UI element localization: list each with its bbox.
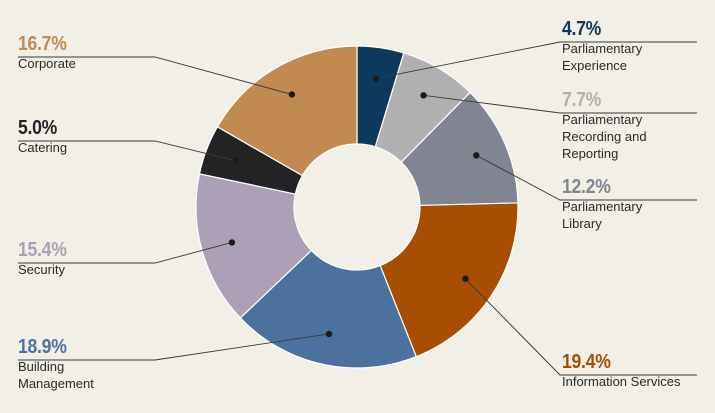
parliamentary-experience-percent: 4.7%: [562, 18, 602, 40]
parliamentary-experience-name: Parliamentary Experience: [562, 41, 643, 73]
leader-line: [18, 140, 236, 162]
label-security: 15.4% Security: [18, 239, 168, 278]
label-catering: 5.0% Catering: [18, 117, 168, 156]
parliamentary-recording-percent: 7.7%: [562, 89, 602, 111]
corporate-percent: 16.7%: [18, 33, 67, 55]
slice-corporate: [216, 45, 358, 177]
leader-dot: [462, 275, 469, 282]
label-building-management: 18.9% Building Management: [18, 336, 168, 392]
label-parliamentary-library: 12.2% Parliamentary Library: [562, 176, 712, 232]
catering-name: Catering: [18, 140, 68, 155]
parliamentary-recording-name: Parliamentary Recording and Reporting: [562, 112, 647, 161]
leader-line: [18, 242, 233, 264]
leader-line: [476, 154, 697, 201]
leader-dot: [228, 239, 236, 246]
parliamentary-library-name: Parliamentary Library: [562, 199, 643, 231]
building-management-percent: 18.9%: [18, 336, 67, 358]
slice-security: [195, 173, 313, 319]
security-percent: 15.4%: [18, 239, 67, 261]
parliamentary-library-percent: 12.2%: [562, 176, 611, 198]
label-information-services: 19.4% Information Services: [562, 351, 712, 390]
leader-line: [376, 41, 697, 79]
security-name: Security: [18, 262, 65, 277]
leader-dot: [473, 152, 480, 159]
label-parliamentary-recording: 7.7% Parliamentary Recording and Reporti…: [562, 89, 712, 162]
leader-dot: [232, 157, 239, 164]
leader-dot: [420, 92, 427, 99]
leader-line: [465, 278, 697, 376]
corporate-name: Corporate: [18, 56, 76, 71]
label-parliamentary-experience: 4.7% Parliamentary Experience: [562, 18, 712, 74]
information-services-percent: 19.4%: [562, 351, 611, 373]
leader-dot: [288, 91, 296, 98]
label-corporate: 16.7% Corporate: [18, 33, 168, 72]
leader-line: [18, 333, 330, 361]
leader-dot: [325, 330, 333, 338]
leader-dot: [372, 75, 380, 82]
information-services-name: Information Services: [562, 374, 681, 389]
slice-building-management: [239, 249, 418, 369]
building-management-name: Building Management: [18, 359, 94, 391]
slice-information-services: [379, 202, 519, 358]
catering-percent: 5.0%: [18, 117, 58, 139]
leader-line: [423, 94, 697, 114]
leader-line: [18, 56, 293, 95]
